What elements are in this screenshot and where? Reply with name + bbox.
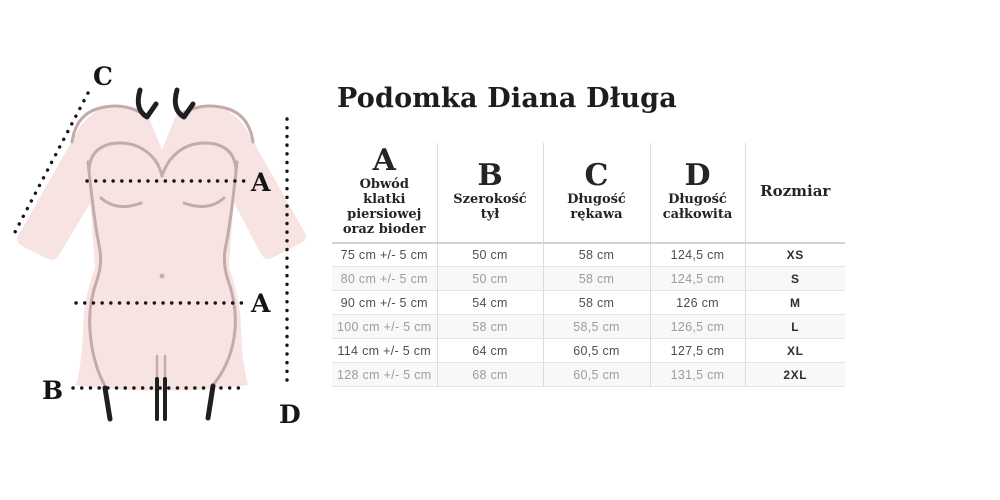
sleeve-measure-line bbox=[12, 91, 90, 236]
column-header-d: D Długość całkowita bbox=[649, 143, 745, 244]
back-width-value: 50 cm bbox=[436, 266, 543, 292]
table-header-row: A Obwód klatki piersiowej oraz bioder B … bbox=[332, 143, 845, 244]
sleeve-length-value: 58 cm bbox=[542, 266, 650, 292]
hem-strokes bbox=[102, 377, 216, 422]
table-row: 80 cm +/- 5 cm 50 cm 58 cm 124,5 cm S bbox=[332, 266, 845, 292]
column-label: Szerokość tył bbox=[453, 191, 527, 223]
chest-label: A bbox=[250, 168, 271, 197]
column-letter: D bbox=[684, 158, 711, 194]
sleeve-label: C bbox=[93, 62, 113, 91]
page-title: Podomka Diana Długa bbox=[337, 83, 677, 114]
chest-value: 75 cm +/- 5 cm bbox=[332, 242, 437, 268]
column-letter: B bbox=[477, 158, 503, 194]
column-label: Rozmiar bbox=[760, 181, 831, 200]
chest-value: 100 cm +/- 5 cm bbox=[332, 314, 437, 340]
size-value: XS bbox=[744, 242, 845, 268]
column-letter: C bbox=[584, 158, 609, 194]
table-row: 114 cm +/- 5 cm 64 cm 60,5 cm 127,5 cm X… bbox=[332, 338, 845, 364]
column-label: Długość całkowita bbox=[662, 191, 733, 223]
chest-value: 90 cm +/- 5 cm bbox=[332, 290, 437, 316]
garment-diagram: C A A B D bbox=[12, 62, 306, 429]
column-letter: A bbox=[372, 143, 396, 178]
robe-silhouette bbox=[17, 105, 306, 392]
back-width-value: 64 cm bbox=[436, 338, 543, 364]
sleeve-length-value: 58,5 cm bbox=[542, 314, 650, 340]
column-header-a: A Obwód klatki piersiowej oraz bioder bbox=[332, 143, 437, 244]
belly-dot bbox=[159, 273, 165, 279]
back-width-value: 68 cm bbox=[436, 362, 543, 388]
total-length-label: D bbox=[279, 400, 301, 429]
column-header-c: C Długość rękawa bbox=[542, 143, 650, 244]
bottom-width-label: B bbox=[42, 376, 63, 405]
column-header-size: Rozmiar bbox=[744, 143, 845, 244]
size-value: XL bbox=[744, 338, 845, 364]
hanger-hook-icon bbox=[135, 87, 196, 120]
size-value: L bbox=[744, 314, 845, 340]
back-width-value: 54 cm bbox=[436, 290, 543, 316]
hips-label: A bbox=[250, 289, 271, 318]
column-label: Długość rękawa bbox=[567, 191, 626, 223]
table-row: 90 cm +/- 5 cm 54 cm 58 cm 126 cm M bbox=[332, 290, 845, 316]
sleeve-length-value: 58 cm bbox=[542, 290, 650, 316]
chest-value: 128 cm +/- 5 cm bbox=[332, 362, 437, 388]
column-label: Obwód klatki piersiowej oraz bioder bbox=[342, 176, 426, 238]
size-value: S bbox=[744, 266, 845, 292]
total-length-value: 131,5 cm bbox=[649, 362, 745, 388]
total-length-value: 127,5 cm bbox=[649, 338, 745, 364]
measurement-lines bbox=[12, 91, 289, 390]
robe-outline bbox=[70, 104, 255, 388]
column-header-b: B Szerokość tył bbox=[436, 143, 543, 244]
table-row: 75 cm +/- 5 cm 50 cm 58 cm 124,5 cm XS bbox=[332, 242, 845, 268]
total-length-value: 126 cm bbox=[649, 290, 745, 316]
sleeve-length-value: 60,5 cm bbox=[542, 362, 650, 388]
size-value: M bbox=[744, 290, 845, 316]
sleeve-length-value: 58 cm bbox=[542, 242, 650, 268]
total-length-value: 126,5 cm bbox=[649, 314, 745, 340]
table-row: 128 cm +/- 5 cm 68 cm 60,5 cm 131,5 cm 2… bbox=[332, 362, 845, 388]
total-length-value: 124,5 cm bbox=[649, 266, 745, 292]
back-width-value: 58 cm bbox=[436, 314, 543, 340]
size-table: A Obwód klatki piersiowej oraz bioder B … bbox=[332, 143, 845, 388]
back-width-value: 50 cm bbox=[436, 242, 543, 268]
table-row: 100 cm +/- 5 cm 58 cm 58,5 cm 126,5 cm L bbox=[332, 314, 845, 340]
sleeve-length-value: 60,5 cm bbox=[542, 338, 650, 364]
chest-value: 80 cm +/- 5 cm bbox=[332, 266, 437, 292]
total-length-value: 124,5 cm bbox=[649, 242, 745, 268]
chest-value: 114 cm +/- 5 cm bbox=[332, 338, 437, 364]
size-value: 2XL bbox=[744, 362, 845, 388]
